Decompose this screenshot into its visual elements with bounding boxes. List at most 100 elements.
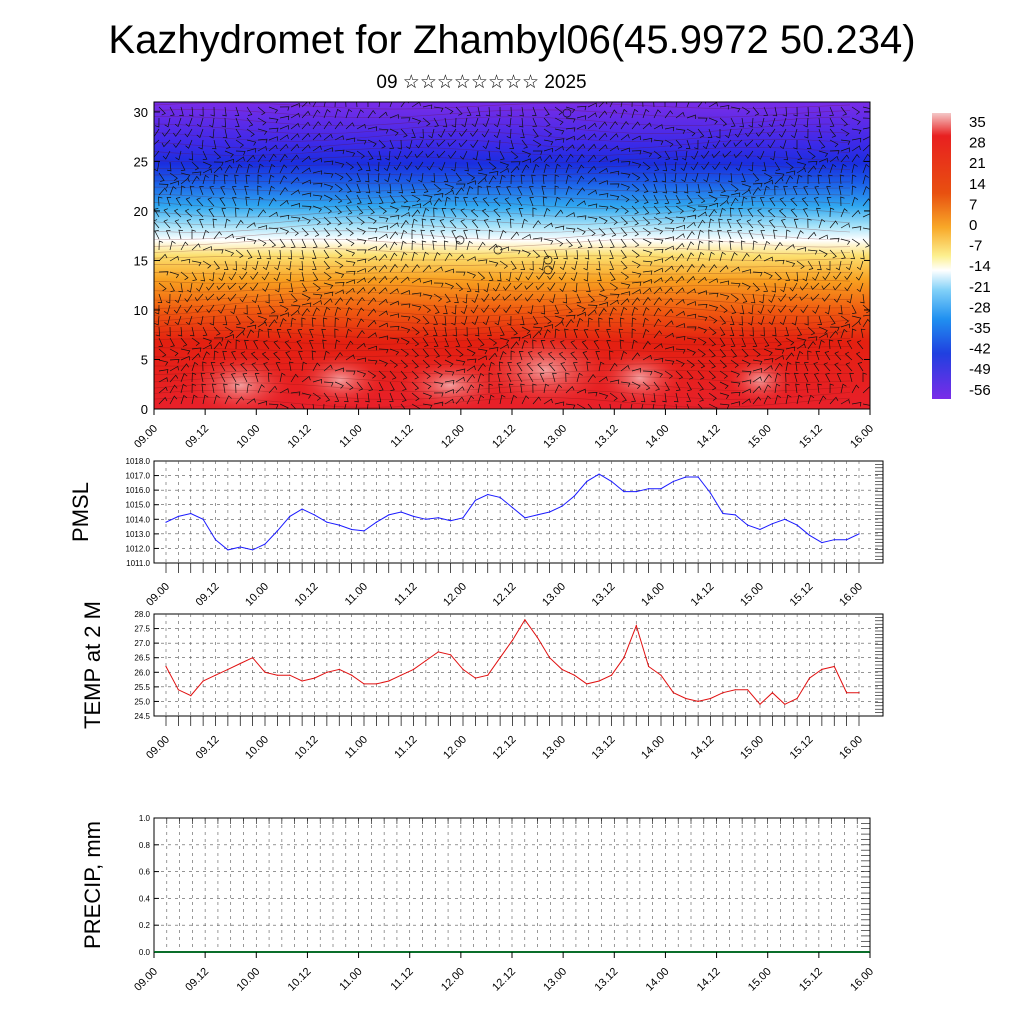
wind-barb (818, 150, 829, 158)
section-x-tick-label: 12.12 (490, 423, 518, 451)
wind-barb (543, 117, 551, 127)
wind-barb (620, 227, 628, 237)
wind-barb (712, 139, 721, 149)
wind-barb (477, 363, 486, 372)
wind-barb (596, 249, 602, 260)
wind-barb (442, 117, 448, 128)
wind-barb (257, 153, 266, 163)
wind-barb (653, 370, 663, 378)
wind-barb (463, 197, 468, 207)
pmsl-panel-point (846, 539, 848, 541)
wind-barb (268, 319, 277, 328)
wind-barb (378, 348, 389, 354)
x-tick-label: 14.00 (644, 966, 672, 994)
temp-panel-point (313, 677, 316, 679)
wind-barb (345, 137, 356, 142)
wind-barb (752, 385, 762, 394)
wind-barb (323, 160, 334, 165)
wind-barb (246, 139, 257, 146)
wind-barb (154, 219, 160, 229)
wind-barb (730, 252, 738, 262)
wind-barb (202, 326, 208, 336)
wind-barb (540, 304, 546, 315)
wind-barb (763, 172, 773, 181)
wind-barb (301, 216, 311, 224)
wind-barb (536, 271, 545, 280)
wind-barb (816, 106, 822, 117)
wind-barb (235, 236, 246, 242)
wind-barb (184, 304, 193, 313)
wind-barb (499, 246, 509, 251)
wind-barb (747, 315, 754, 326)
wind-barb (673, 392, 679, 403)
wind-barb (334, 352, 343, 361)
wind-barb (763, 282, 769, 292)
temp-panel-point (623, 657, 625, 659)
wind-barb (576, 317, 584, 328)
wind-barb (477, 241, 486, 251)
wind-barb (459, 128, 468, 137)
x-tick-label: 09.00 (132, 966, 160, 994)
wind-barb (450, 208, 457, 218)
wind-barb (818, 326, 828, 334)
wind-barb (356, 238, 367, 245)
wind-barb (378, 275, 388, 284)
wind-barb (576, 293, 582, 303)
wind-barb (356, 277, 366, 284)
wind-barb (778, 128, 787, 138)
wind-barb (697, 276, 707, 284)
wind-barb (817, 174, 822, 185)
wind-barb (730, 282, 741, 288)
wind-barb (312, 227, 320, 237)
wind-barb (719, 337, 726, 347)
wind-barb (344, 403, 347, 409)
wind-barb (609, 282, 619, 291)
wind-barb (749, 326, 754, 337)
contour-line (154, 362, 851, 367)
wind-barb (796, 343, 806, 350)
wind-barb (400, 240, 407, 251)
wind-barb (653, 277, 663, 284)
wind-barb (535, 282, 545, 291)
wind-barb (488, 394, 495, 405)
temp-panel-point (808, 677, 811, 679)
wind-barb (571, 260, 578, 271)
wind-barb (213, 350, 219, 361)
wind-barb (791, 315, 798, 326)
wind-barb (367, 308, 377, 317)
wind-barb (631, 306, 639, 317)
wind-barb (268, 211, 278, 218)
wind-barb (498, 361, 504, 372)
wind-barb (608, 317, 614, 328)
wind-barb (345, 317, 352, 328)
wind-barb (312, 238, 318, 248)
contour-line (154, 291, 851, 301)
wind-barb (752, 376, 762, 383)
wind-barb (224, 326, 234, 335)
pmsl-panel-point (734, 514, 736, 516)
wind-barb (518, 351, 524, 361)
wind-barb (620, 317, 625, 328)
wind-barb (205, 293, 215, 301)
pmsl-panel-point (586, 480, 588, 482)
wind-barb (158, 240, 164, 251)
wind-barb (367, 139, 377, 147)
wind-barb (312, 307, 320, 317)
wind-barb (169, 337, 175, 347)
wind-barb (411, 128, 416, 138)
wind-barb (598, 282, 605, 292)
wind-barb (631, 392, 636, 402)
wind-barb (470, 304, 479, 314)
wind-barb (477, 383, 484, 394)
wind-barb (807, 160, 818, 166)
wind-barb (664, 359, 675, 365)
wind-barb (562, 293, 568, 304)
wind-barb (224, 233, 234, 240)
wind-barb (250, 282, 259, 291)
wind-barb (796, 337, 807, 344)
wind-barb (807, 174, 812, 184)
x-tick-label: 14.00 (639, 734, 667, 762)
wind-barb (686, 403, 690, 409)
wind-barb (741, 252, 750, 262)
wind-barb (221, 117, 226, 128)
